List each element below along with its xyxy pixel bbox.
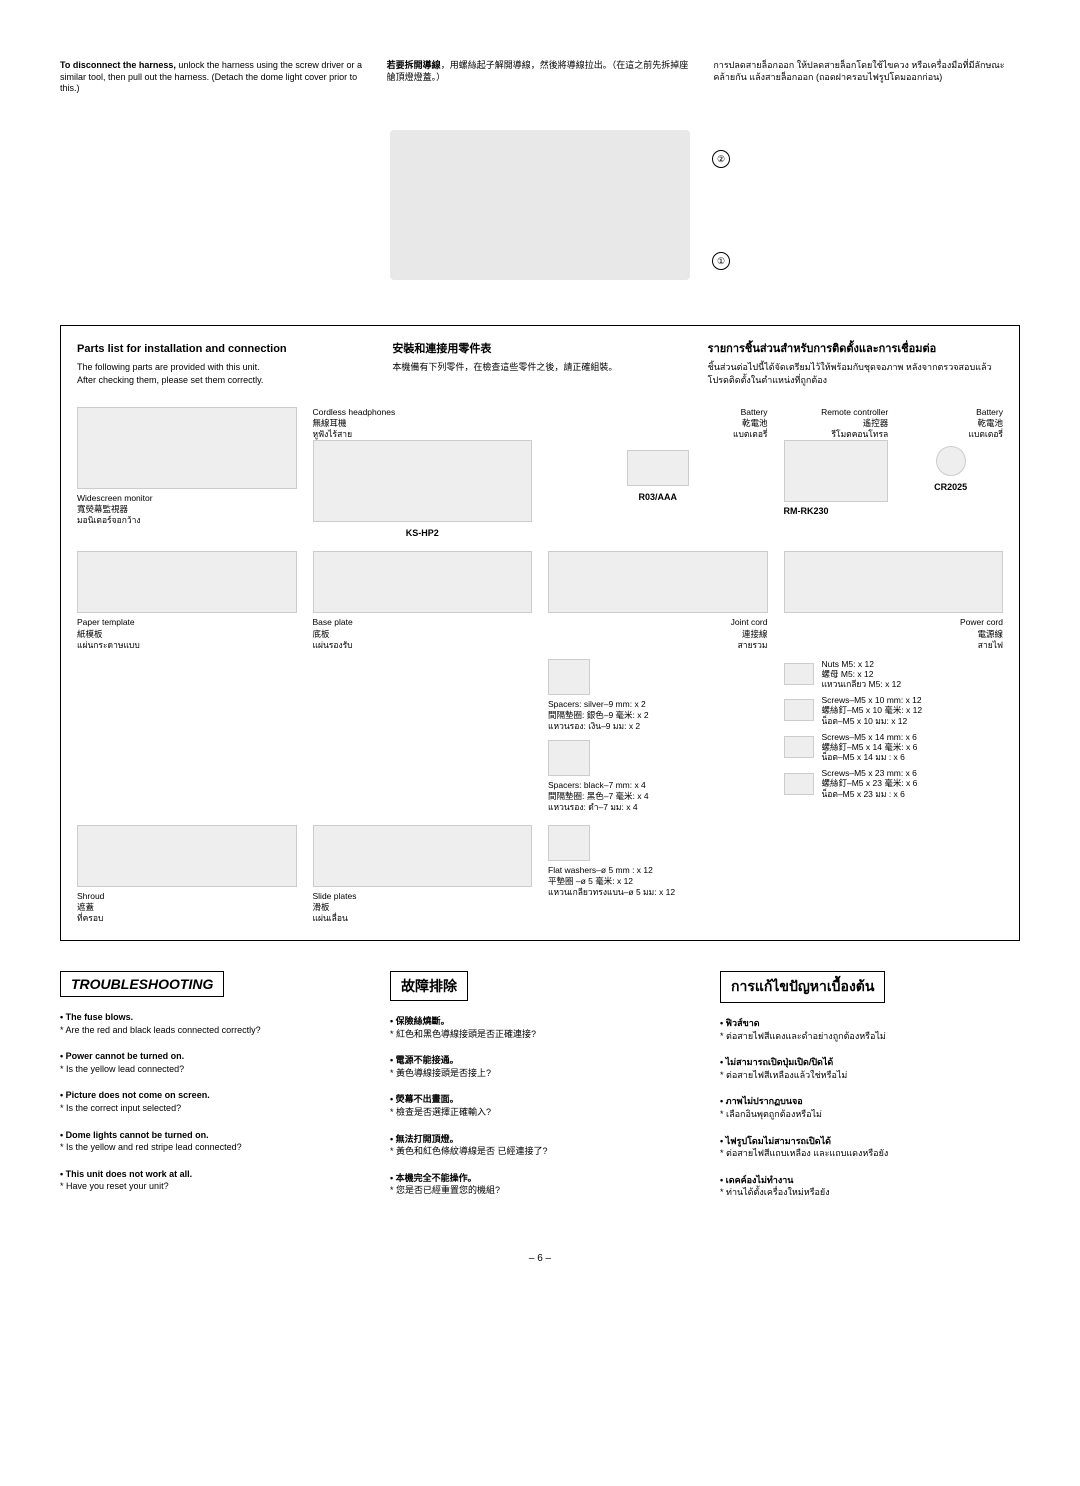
parts-list-box: Parts list for installation and connecti… <box>60 325 1020 941</box>
ts-item: • เดคค์องไม่ทำงานท่านได้ตั้งเครื่องใหม่ห… <box>720 1174 1020 1199</box>
ts-item: • Dome lights cannot be turned on.Is the… <box>60 1129 360 1154</box>
part-shroud: Shroud 遮蓋 ที่ครอบ <box>77 825 297 924</box>
part-slide-plates: Slide plates 滑板 แผ่นเลื่อน <box>313 825 533 924</box>
parts-header: Parts list for installation and connecti… <box>77 342 1003 387</box>
callout-1: ① <box>712 252 730 270</box>
ts-items-cn: • 保險絲燒斷。紅色和黑色導線接頭是否正確連接? • 電源不能接通。黃色導線接頭是… <box>390 1015 690 1197</box>
ts-item: • 本機完全不能操作。您是否已經重置您的機組? <box>390 1172 690 1197</box>
parts-header-cn: 安裝和連接用零件表 本機備有下列零件，在檢查這些零件之後，請正確組裝。 <box>392 342 687 387</box>
ts-item: • Picture does not come on screen.Is the… <box>60 1089 360 1114</box>
ts-items-en: • The fuse blows.Are the red and black l… <box>60 1011 360 1193</box>
part-template: Paper template 紙模板 แผ่นกระดาษแบบ <box>77 551 297 812</box>
ts-item: • ฟิวส์ขาดต่อสายไฟสีแดงและดำอย่างถูกต้อง… <box>720 1017 1020 1042</box>
parts-grid: Widescreen monitor 寬熒幕監視器 มอนิเตอร์จอกว้… <box>77 407 1003 924</box>
parts-header-th: รายการชิ้นส่วนสำหรับการติดตั้งและการเชื่… <box>708 342 1003 387</box>
ts-item: • 無法打開頂燈。黃色和紅色條紋導線是否 已經連接了? <box>390 1133 690 1158</box>
part-power-cord-hardware: Power cord 電源線 สายไฟ Nuts M5: x 12 螺母 M5… <box>784 551 1004 812</box>
part-screws-14: Screws–M5 x 14 mm: x 6 螺絲釘–M5 x 14 毫米: x… <box>784 732 1004 763</box>
ts-item: • This unit does not work at all.Have yo… <box>60 1168 360 1193</box>
ts-item: • ภาพไม่ปรากฏบนจอเลือกอินพุตถูกต้องหรือไ… <box>720 1095 1020 1120</box>
part-washers: Flat washers–ø 5 mm : x 12 平墊圈 –ø 5 毫米: … <box>548 825 768 924</box>
disconnect-instructions: To disconnect the harness, unlock the ha… <box>60 60 1020 95</box>
part-headphones: Cordless headphones 無線耳機 หูฟังไร้สาย KS-… <box>313 407 533 540</box>
ts-title-en: TROUBLESHOOTING <box>60 971 224 997</box>
part-nuts: Nuts M5: x 12 螺母 M5: x 12 แหวนเกลียว M5:… <box>784 659 1004 690</box>
ts-col-cn: 故障排除 • 保險絲燒斷。紅色和黑色導線接頭是否正確連接? • 電源不能接通。黃色… <box>390 971 690 1213</box>
ts-item: • 熒幕不出畫面。檢查是否選擇正確輸入? <box>390 1093 690 1118</box>
part-remote: Remote controller 遙控器 รีโมตคอนโทรล RM-RK… <box>784 407 1004 540</box>
ts-item: • Power cannot be turned on.Is the yello… <box>60 1050 360 1075</box>
callout-2: ② <box>712 150 730 168</box>
part-screws-23: Screws–M5 x 23 mm: x 6 螺絲釘–M5 x 23 毫米: x… <box>784 768 1004 799</box>
ts-title-th: การแก้ไขปัญหาเบื้องต้น <box>720 971 885 1003</box>
ts-col-th: การแก้ไขปัญหาเบื้องต้น • ฟิวส์ขาดต่อสายไ… <box>720 971 1020 1213</box>
ts-item: • 電源不能接通。黃色導線接頭是否接上? <box>390 1054 690 1079</box>
part-headphone-battery: Battery 乾電池 แบตเตอรี่ R03/AAA <box>548 407 768 540</box>
part-base-plate: Base plate 底板 แผ่นรองรับ <box>313 551 533 812</box>
harness-diagram: ② ① <box>60 115 1020 295</box>
parts-header-en: Parts list for installation and connecti… <box>77 342 372 387</box>
part-monitor: Widescreen monitor 寬熒幕監視器 มอนิเตอร์จอกว้… <box>77 407 297 540</box>
part-joint-cord: Joint cord 連接線 สายรวม Spacers: silver–9 … <box>548 551 768 812</box>
ts-col-en: TROUBLESHOOTING • The fuse blows.Are the… <box>60 971 360 1213</box>
instruction-th: การปลดสายล็อกออก ให้ปลดสายล็อกโดยใช้ไขคว… <box>713 60 1020 95</box>
ts-item: • The fuse blows.Are the red and black l… <box>60 1011 360 1036</box>
ts-items-th: • ฟิวส์ขาดต่อสายไฟสีแดงและดำอย่างถูกต้อง… <box>720 1017 1020 1199</box>
ts-item: • ไฟรูปโดมไม่สามารถเปิดได้ต่อสายไฟสีแถบเ… <box>720 1135 1020 1160</box>
page-number: – 6 – <box>60 1253 1020 1264</box>
instruction-en: To disconnect the harness, unlock the ha… <box>60 60 367 95</box>
part-screws-10: Screws–M5 x 10 mm: x 12 螺絲釘–M5 x 10 毫米: … <box>784 695 1004 726</box>
ts-item: • 保險絲燒斷。紅色和黑色導線接頭是否正確連接? <box>390 1015 690 1040</box>
troubleshooting: TROUBLESHOOTING • The fuse blows.Are the… <box>60 971 1020 1213</box>
instruction-cn: 若要拆開導線，用螺絲起子解開導線，然後將導線拉出。（在這之前先拆掉座艙頂燈燈蓋。… <box>387 60 694 95</box>
ts-title-cn: 故障排除 <box>390 971 468 1001</box>
ts-item: • ไม่สามารถเปิดปุ่มเปิด/ปิดได้ต่อสายไฟสี… <box>720 1056 1020 1081</box>
